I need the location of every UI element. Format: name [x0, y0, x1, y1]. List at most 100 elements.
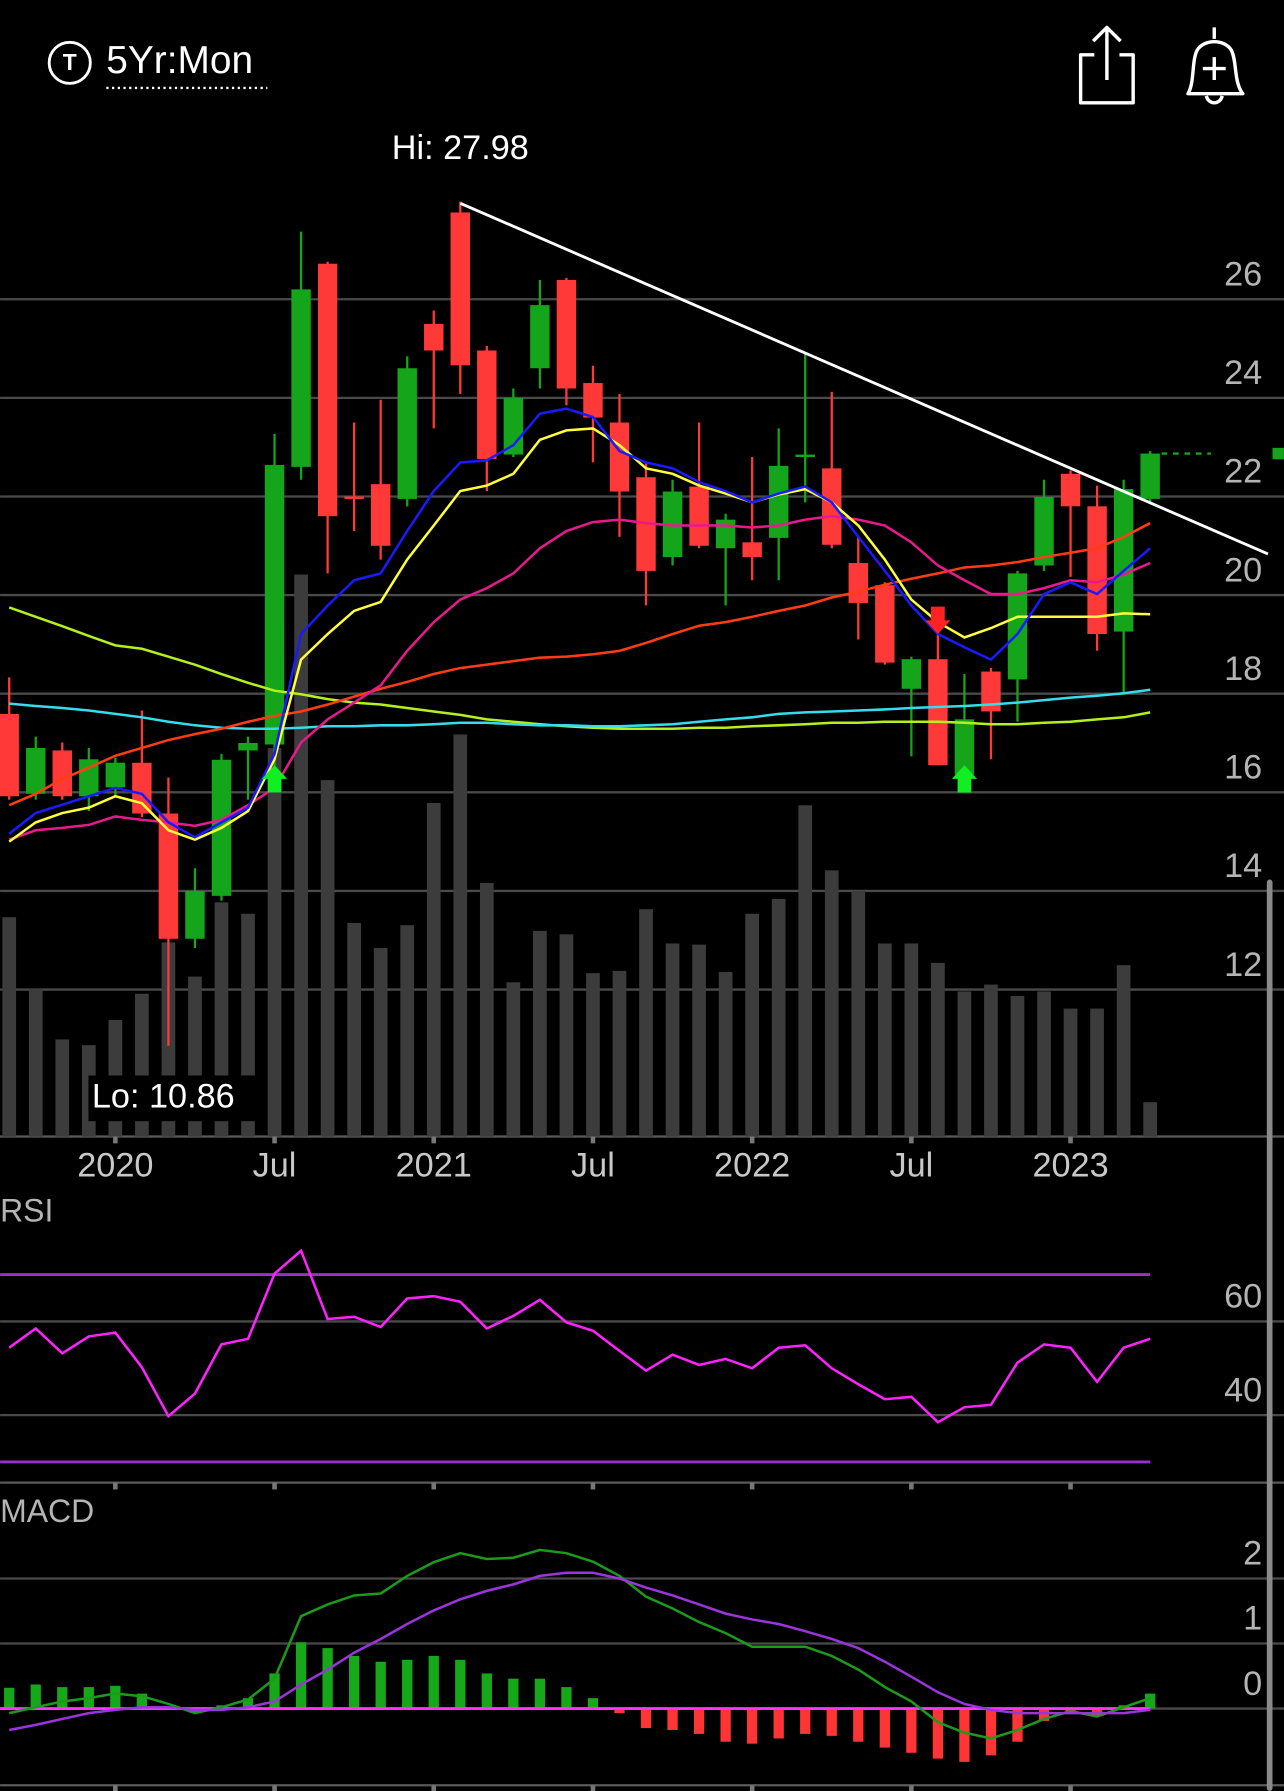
macd-histogram-bar — [455, 1659, 466, 1709]
x-tick-label: Jul — [253, 1146, 297, 1184]
candle-body — [344, 496, 364, 499]
x-tick-label: Jul — [571, 1146, 615, 1184]
volume-bar — [877, 943, 892, 1137]
volume-bar — [639, 909, 653, 1137]
trend-line — [459, 202, 1269, 556]
macd-histogram-bar — [720, 1708, 731, 1742]
candle-body — [822, 468, 842, 545]
macd-histogram-bar — [110, 1685, 121, 1709]
candle-body — [901, 659, 922, 689]
candle-body — [583, 383, 603, 418]
volume-bar — [745, 913, 760, 1137]
volume-bar — [586, 973, 600, 1137]
candle-body — [954, 719, 975, 775]
x-tick-label: 2020 — [77, 1146, 153, 1184]
macd-histogram-bar — [826, 1708, 837, 1736]
candle-body — [556, 279, 577, 389]
alert-button[interactable] — [1186, 27, 1245, 105]
macd-histogram-bar — [269, 1673, 280, 1709]
macd-histogram-bar — [375, 1661, 386, 1709]
volume-bar — [1010, 996, 1025, 1137]
macd-line — [8, 1548, 1151, 1740]
macd-histogram-bar — [57, 1687, 68, 1709]
volume-bar — [1063, 1008, 1078, 1137]
candle-body — [26, 747, 46, 794]
share-arrow — [1091, 25, 1122, 80]
macd-histogram-bar — [1012, 1708, 1023, 1742]
x-tick-label: 2021 — [396, 1146, 472, 1184]
last-price-marker — [1272, 447, 1284, 460]
volume-bar — [984, 984, 998, 1137]
volume-bar — [665, 943, 680, 1137]
volume-bar — [692, 944, 706, 1137]
y-tick-label: 12 — [1224, 946, 1262, 984]
candle-body — [370, 484, 391, 546]
volume-bar — [1143, 1102, 1158, 1137]
volume-bar — [771, 898, 786, 1137]
candle-body — [397, 368, 417, 499]
low-label-bg — [88, 1075, 258, 1122]
candle-body — [52, 750, 72, 797]
scrollbar[interactable] — [1266, 879, 1273, 1791]
share-box — [1078, 53, 1135, 105]
candle-body — [238, 743, 258, 751]
candle-body — [530, 305, 550, 369]
timeframe-button[interactable]: T 5Yr:Mon — [47, 39, 268, 90]
moving-average — [9, 688, 1151, 730]
volume-bar — [373, 948, 388, 1137]
symbol-icon — [47, 40, 92, 85]
y-tick-label: 14 — [1224, 847, 1262, 885]
macd-histogram-bar — [587, 1698, 599, 1709]
y-tick-label: 16 — [1224, 749, 1262, 787]
moving-average — [8, 514, 1151, 841]
y-tick-label: 60 — [1224, 1278, 1262, 1316]
volume-bar — [1116, 965, 1131, 1137]
volume-bar — [479, 882, 494, 1137]
volume-bar — [267, 748, 282, 1137]
macd-histogram-bar — [402, 1659, 413, 1709]
macd-title: MACD — [0, 1493, 94, 1529]
share-button[interactable] — [1078, 25, 1135, 105]
macd-histogram-bar — [640, 1708, 652, 1729]
macd-histogram-bar — [853, 1708, 864, 1742]
macd-histogram-bar — [136, 1693, 148, 1709]
candle-body — [477, 350, 497, 459]
low-label: Lo: 10.86 — [92, 1077, 235, 1115]
macd-histogram-bar — [693, 1708, 705, 1734]
candle-body — [264, 464, 285, 745]
candle-body — [105, 762, 126, 788]
volume-bar — [28, 989, 43, 1137]
y-tick-label: 20 — [1224, 551, 1262, 589]
high-label: Hi: 27.98 — [392, 129, 529, 167]
candle-body — [848, 563, 868, 603]
volume-bar — [533, 930, 547, 1137]
volume-bar — [957, 991, 972, 1137]
bell-plus — [1202, 27, 1226, 105]
y-tick-label: 18 — [1224, 650, 1262, 688]
candle-body — [1113, 489, 1134, 632]
macd-histogram-bar — [30, 1684, 41, 1709]
macd-histogram-bar — [561, 1687, 572, 1709]
macd-histogram-bar — [959, 1708, 970, 1762]
candle-body — [450, 212, 470, 366]
volume-bar — [824, 870, 839, 1137]
candle-body — [1060, 473, 1081, 507]
timeframe-label: 5Yr:Mon — [106, 39, 253, 82]
macd-histogram-bar — [667, 1708, 678, 1731]
macd-histogram-bar — [773, 1708, 784, 1739]
macd-histogram-bar — [614, 1708, 625, 1714]
y-tick-label: 0 — [1243, 1665, 1262, 1703]
candle-body — [132, 762, 152, 814]
macd-histogram-bar — [747, 1708, 758, 1744]
buy-signal — [951, 765, 977, 793]
candle-body — [1087, 506, 1107, 635]
macd-histogram-bar — [879, 1708, 890, 1748]
volume-bar — [2, 917, 17, 1137]
volume-bar — [798, 805, 813, 1137]
candle-body — [291, 289, 311, 467]
candle-body — [795, 454, 815, 458]
volume-bar — [559, 934, 574, 1137]
volume-bar — [904, 943, 919, 1137]
